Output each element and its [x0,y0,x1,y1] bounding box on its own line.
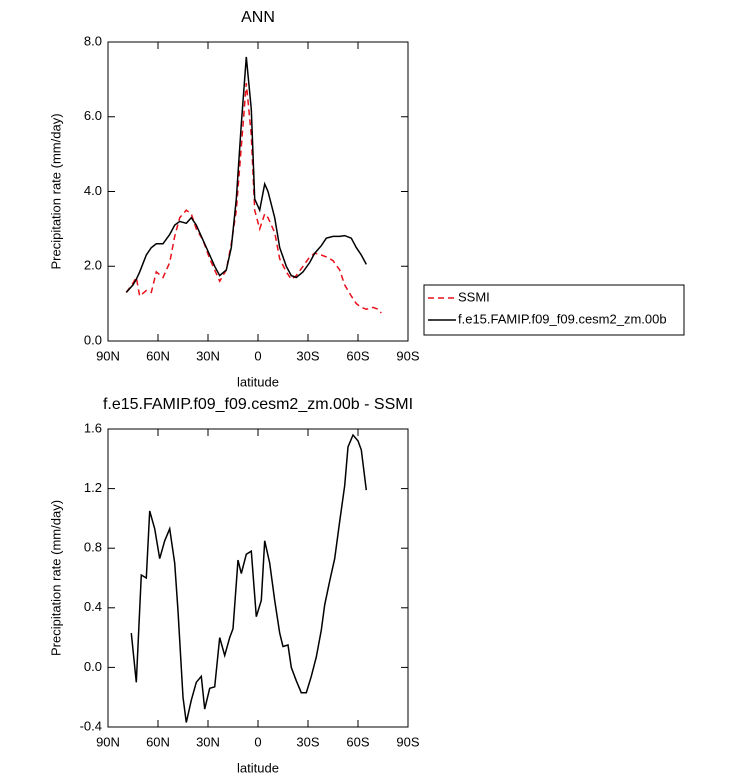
plot-frame [107,41,409,342]
x-tick-label: 60N [146,734,170,749]
y-tick-label: 8.0 [84,33,102,48]
series-line [125,56,367,293]
y-tick-label: -0.4 [80,718,102,733]
plot-frame [107,428,409,728]
y-tick-label: 2.0 [84,258,102,273]
legend-label: f.e15.FAMIP.f09_f09.cesm2_zm.00b [458,311,667,326]
y-tick-label: 0.0 [84,332,102,347]
chart-title: f.e15.FAMIP.f09_f09.cesm2_zm.00b - SSMI [103,396,413,413]
x-tick-label: 90N [96,348,120,363]
x-tick-label: 30N [196,348,220,363]
y-tick-label: 0.8 [84,540,102,555]
x-tick-label: 30N [196,734,220,749]
x-tick-label: 60S [346,348,369,363]
x-tick-label: 90N [96,734,120,749]
legend-box [423,284,685,336]
legend-label: SSMI [458,289,490,304]
x-tick-label: 90S [396,734,419,749]
x-tick-label: 30S [296,348,319,363]
y-tick-label: 6.0 [84,108,102,123]
y-axis-label: Precipitation rate (mm/day) [48,113,63,269]
x-tick-label: 0 [254,734,261,749]
x-tick-label: 90S [396,348,419,363]
x-tick-label: 30S [296,734,319,749]
x-tick-label: 0 [254,348,261,363]
chart-title: ANN [241,9,275,26]
series-line [130,433,368,723]
y-axis-label: Precipitation rate (mm/day) [48,500,63,656]
y-tick-label: 1.2 [84,480,102,495]
y-tick-label: 0.4 [84,599,102,614]
series-line [125,83,382,314]
x-tick-label: 60S [346,734,369,749]
y-tick-label: 0.0 [84,659,102,674]
y-tick-label: 1.6 [84,420,102,435]
x-axis-label: latitude [237,760,279,775]
x-tick-label: 60N [146,348,170,363]
x-axis-label: latitude [237,374,279,389]
y-tick-label: 4.0 [84,183,102,198]
